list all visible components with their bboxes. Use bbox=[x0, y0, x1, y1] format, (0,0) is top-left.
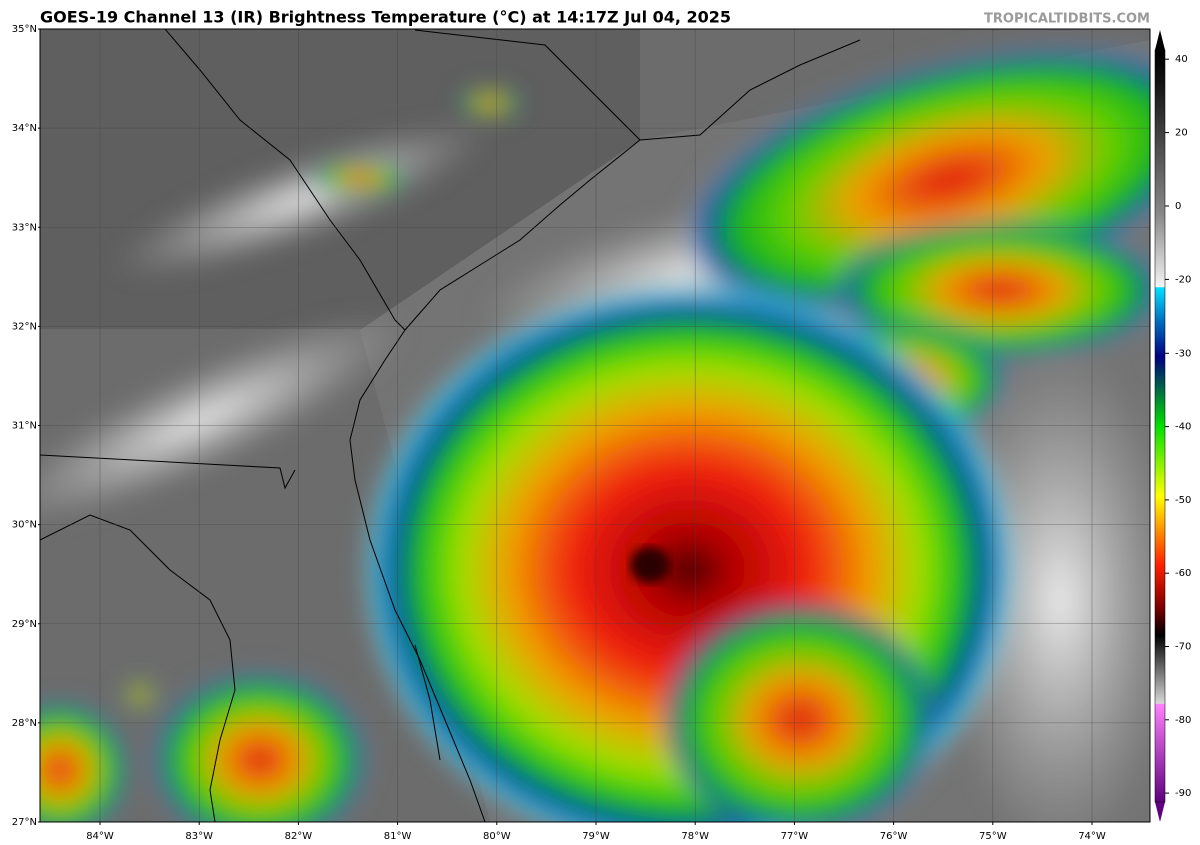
lon-label: 84°W bbox=[86, 831, 114, 842]
lat-label: 32°N bbox=[12, 321, 37, 332]
colorbar-arrow-bottom bbox=[1155, 802, 1165, 822]
lat-label: 35°N bbox=[12, 24, 37, 35]
lon-label: 80°W bbox=[483, 831, 511, 842]
lon-label: 78°W bbox=[681, 831, 709, 842]
colorbar bbox=[1154, 49, 1166, 803]
colorbar-label: -90 bbox=[1175, 788, 1191, 799]
axis-labels: 35°N 34°N 33°N 32°N 31°N 30°N 29°N 28°N 27°N 84°W… bbox=[12, 24, 1192, 842]
lat-label: 27°N bbox=[12, 817, 37, 828]
lon-label: 74°W bbox=[1078, 831, 1106, 842]
lon-label: 81°W bbox=[384, 831, 412, 842]
lon-label: 79°W bbox=[582, 831, 610, 842]
coastline bbox=[40, 29, 861, 822]
colorbar-label: 20 bbox=[1175, 128, 1188, 139]
colorbar-arrow-top bbox=[1155, 30, 1165, 50]
lat-label: 31°N bbox=[12, 421, 37, 432]
lon-label: 76°W bbox=[880, 831, 908, 842]
credit: TROPICALTIDBITS.COM bbox=[984, 12, 1150, 27]
lat-label: 33°N bbox=[12, 222, 37, 233]
colorbar-label: -80 bbox=[1175, 715, 1191, 726]
colorbar-label: -60 bbox=[1175, 568, 1191, 579]
colorbar-label: -40 bbox=[1175, 422, 1191, 433]
colorbar-label: -30 bbox=[1175, 348, 1191, 359]
lon-label: 77°W bbox=[781, 831, 809, 842]
graticule bbox=[40, 29, 1150, 822]
lat-label: 28°N bbox=[12, 718, 37, 729]
colorbar-label: 40 bbox=[1175, 54, 1188, 65]
colorbar-label: -70 bbox=[1175, 642, 1191, 653]
lat-label: 29°N bbox=[12, 619, 37, 630]
lat-label: 34°N bbox=[12, 123, 37, 134]
colorbar-label: 0 bbox=[1175, 201, 1181, 212]
map-title: GOES-19 Channel 13 (IR) Brightness Tempe… bbox=[40, 8, 731, 27]
lon-label: 75°W bbox=[979, 831, 1007, 842]
colorbar-label: -20 bbox=[1175, 274, 1191, 285]
lat-label: 30°N bbox=[12, 520, 37, 531]
lon-label: 82°W bbox=[285, 831, 313, 842]
lon-label: 83°W bbox=[185, 831, 213, 842]
colorbar-label: -50 bbox=[1175, 495, 1191, 506]
